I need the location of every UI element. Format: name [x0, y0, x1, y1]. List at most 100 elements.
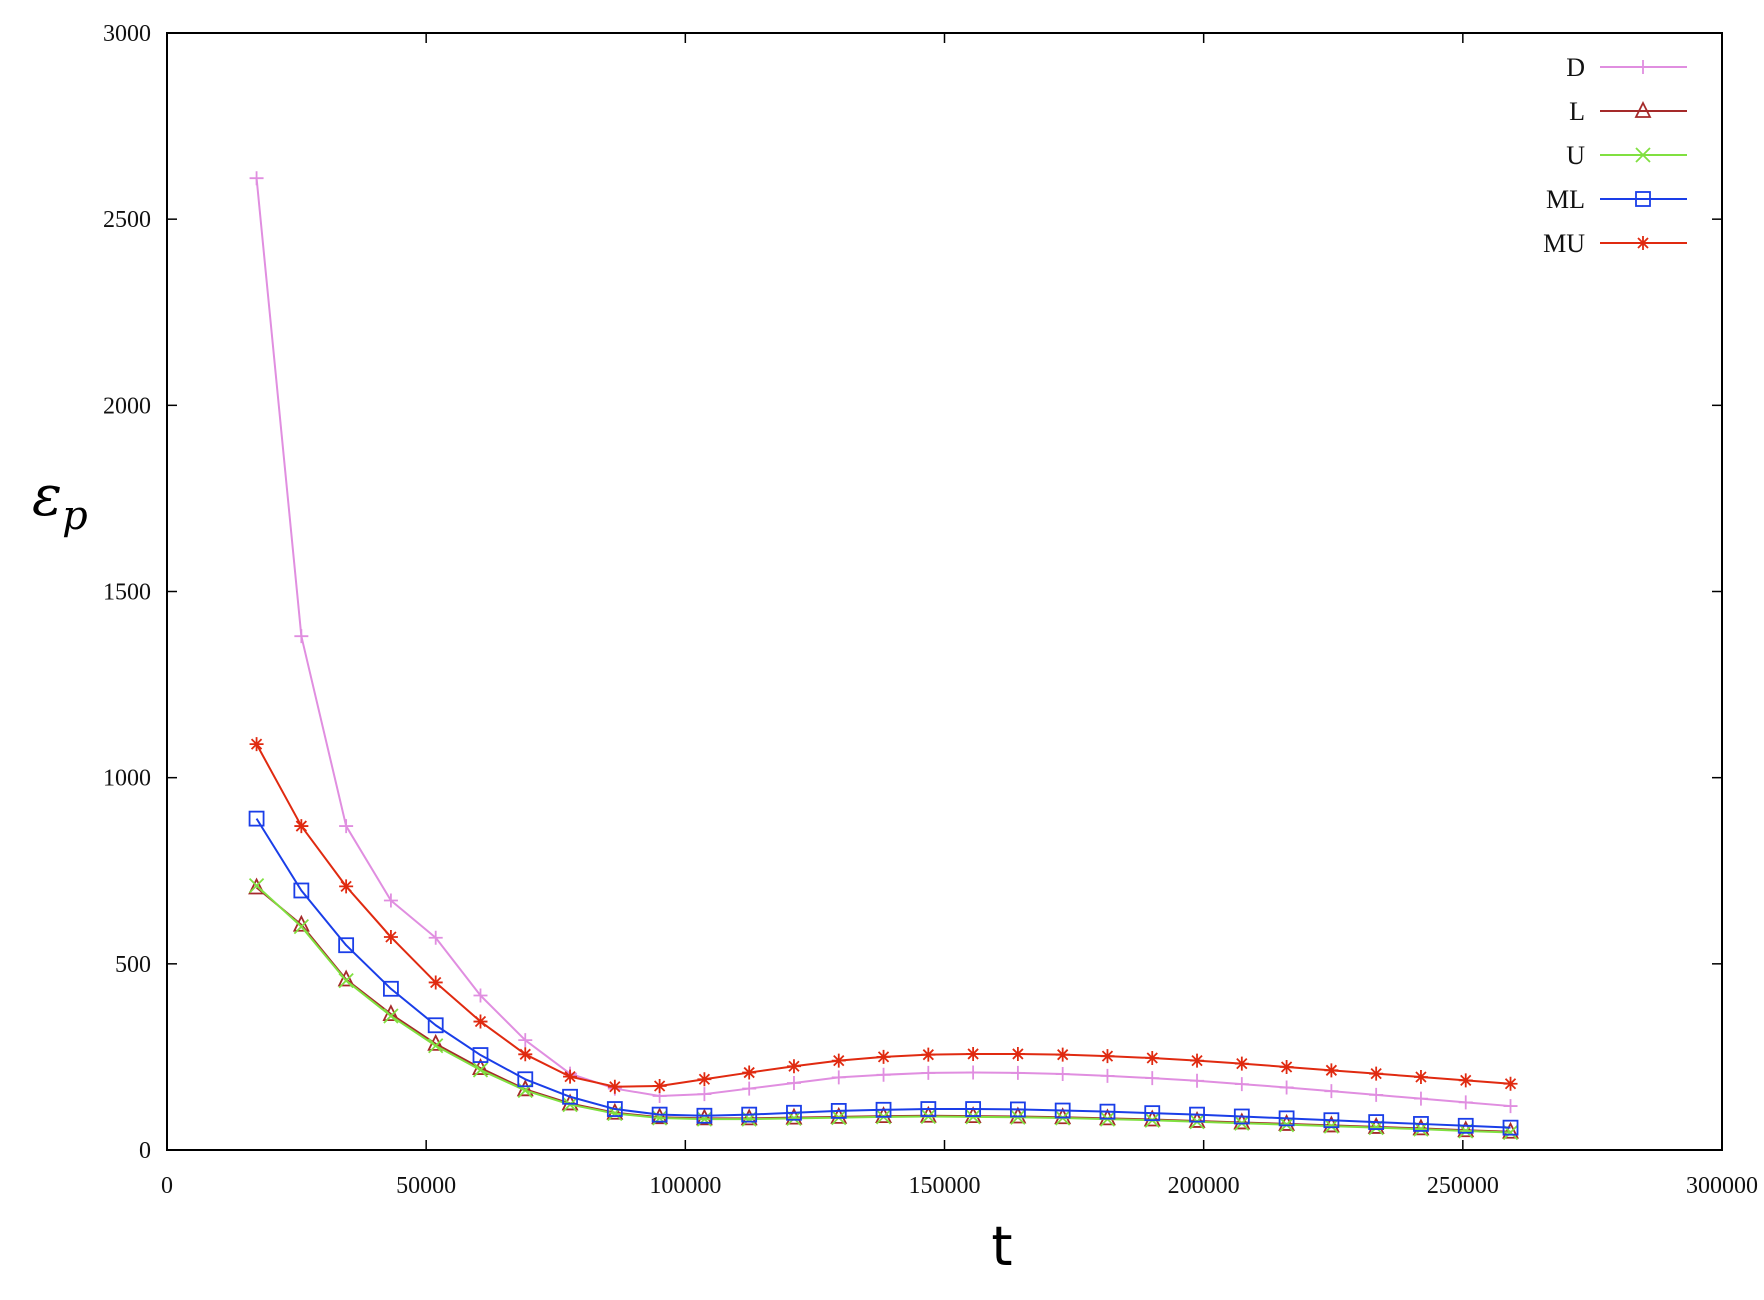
data-point-triangle: [248, 877, 266, 895]
data-point-square: [965, 1101, 982, 1117]
data-point-x: [338, 972, 354, 989]
data-point-star: [1636, 236, 1650, 250]
data-point-plus: [786, 1075, 801, 1090]
data-point-plus: [518, 1033, 533, 1048]
legend-label: L: [1569, 97, 1585, 126]
data-point-square: [696, 1107, 713, 1124]
data-point-plus: [1234, 1077, 1249, 1092]
data-point-star: [1369, 1066, 1384, 1081]
x-tick-label: 300000: [1686, 1173, 1758, 1199]
data-point-square: [1278, 1110, 1295, 1127]
data-point-x: [383, 1008, 399, 1024]
data-point-star: [428, 975, 443, 990]
data-point-plus: [1190, 1073, 1205, 1088]
data-point-plus: [473, 988, 488, 1003]
data-point-plus: [1369, 1087, 1384, 1102]
data-point-triangle: [606, 1102, 624, 1120]
data-point-triangle: [875, 1106, 893, 1124]
data-point-triangle: [1634, 100, 1652, 118]
data-point-triangle: [1278, 1113, 1296, 1131]
series-u: [248, 878, 1519, 1141]
y-axis-label: εp: [32, 464, 88, 539]
data-point-star: [1413, 1070, 1428, 1085]
data-point-star: [563, 1069, 578, 1084]
data-point-triangle: [785, 1107, 803, 1125]
data-point-square: [1189, 1106, 1205, 1123]
data-point-star: [831, 1053, 846, 1068]
data-point-plus: [1636, 60, 1650, 74]
y-axis: 0 500 1000 1500 2000 2500 3000: [103, 21, 1722, 1164]
data-point-plus: [921, 1065, 936, 1080]
data-point-square: [830, 1103, 847, 1119]
y-tick-label: 2000: [103, 393, 151, 419]
data-point-triangle: [1502, 1121, 1519, 1139]
x-tick-label: 200000: [1168, 1173, 1240, 1199]
data-point-triangle: [740, 1108, 758, 1126]
x-tick-label: 150000: [909, 1173, 981, 1199]
data-point-plus: [339, 819, 354, 834]
data-point-plus: [383, 893, 398, 908]
x-axis-label: t: [991, 1215, 1012, 1278]
legend-label: U: [1566, 141, 1585, 170]
data-point-square: [1099, 1103, 1116, 1120]
x-tick-label: 250000: [1427, 1173, 1499, 1199]
data-point-square: [1368, 1114, 1385, 1130]
series-line: [255, 886, 1511, 1133]
data-point-square: [338, 937, 355, 954]
data-point-x: [1323, 1118, 1340, 1134]
data-point-square: [1413, 1116, 1429, 1132]
legend-item-ml: ML: [1546, 185, 1687, 214]
data-point-plus: [249, 171, 264, 186]
y-tick-label: 0: [139, 1138, 151, 1164]
data-point-star: [966, 1046, 981, 1061]
data-point-square: [517, 1071, 534, 1088]
legend-label: MU: [1543, 229, 1585, 258]
data-point-triangle: [1054, 1107, 1072, 1125]
data-point-star: [383, 930, 398, 945]
data-point-square: [293, 882, 310, 899]
data-point-triangle: [1233, 1112, 1251, 1130]
data-point-square: [562, 1088, 578, 1105]
data-point-triangle: [1412, 1118, 1430, 1136]
y-tick-label: 1000: [103, 766, 151, 792]
x-axis: 0 50000 100000 150000 200000 250000 300000: [161, 33, 1758, 1199]
data-point-star: [1190, 1053, 1205, 1068]
legend-label: D: [1566, 53, 1585, 82]
data-point-plus: [1279, 1080, 1294, 1095]
data-point-triangle: [1188, 1110, 1206, 1128]
y-tick-label: 3000: [103, 21, 151, 47]
y-tick-label: 2500: [103, 207, 151, 233]
y-tick-label: 500: [115, 952, 151, 978]
data-point-star: [339, 879, 354, 894]
data-point-square: [383, 980, 399, 997]
data-point-star: [876, 1049, 891, 1064]
data-point-square: [1009, 1101, 1026, 1118]
data-point-triangle: [964, 1106, 982, 1124]
data-point-star: [786, 1059, 801, 1074]
data-point-plus: [831, 1070, 846, 1085]
data-point-triangle: [1457, 1120, 1475, 1138]
data-point-triangle: [1367, 1116, 1385, 1134]
y-tick-label: 1500: [103, 580, 151, 606]
series-l: [248, 877, 1519, 1139]
data-point-square: [472, 1047, 489, 1063]
series-line: [255, 884, 1511, 1134]
series-ml: [248, 810, 1519, 1136]
data-point-star: [921, 1047, 936, 1062]
data-point-x: [248, 878, 265, 894]
data-point-triangle: [337, 969, 355, 987]
data-point-plus: [1145, 1071, 1160, 1086]
data-point-square: [1054, 1102, 1071, 1119]
data-point-square: [920, 1101, 937, 1117]
data-point-plus: [876, 1067, 891, 1082]
plot-frame: [166, 32, 1723, 1151]
data-point-square: [248, 810, 265, 827]
data-point-triangle: [695, 1108, 713, 1126]
data-point-plus: [1503, 1099, 1518, 1114]
data-point-plus: [1055, 1067, 1070, 1082]
legend-item-l: L: [1569, 97, 1687, 126]
data-point-x: [293, 918, 309, 935]
data-point-square: [427, 1017, 444, 1034]
x-tick-label: 50000: [396, 1173, 456, 1199]
data-point-triangle: [651, 1107, 669, 1125]
